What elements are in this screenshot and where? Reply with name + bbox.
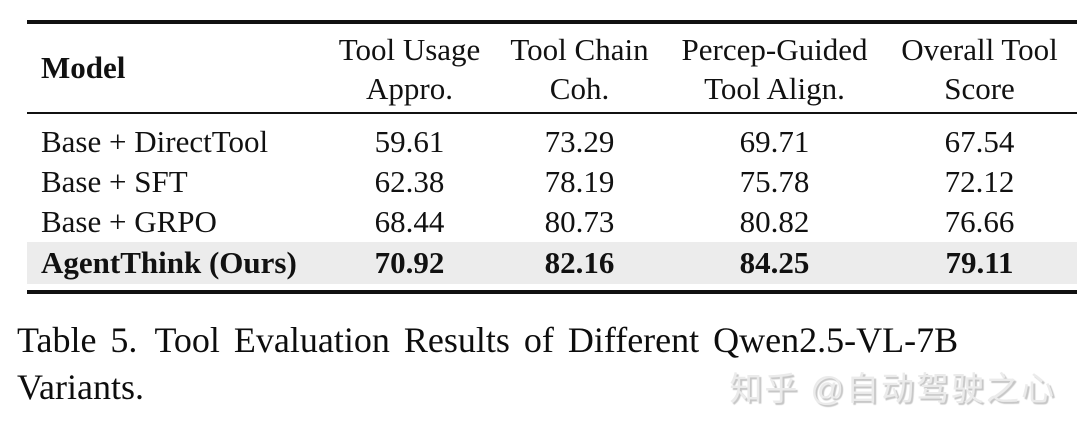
value-cell: 72.12 [944, 164, 1015, 199]
table-row-agentthink-ours: AgentThink (Ours) 70.92 82.16 84.25 79.1… [27, 242, 1077, 284]
header-line: Appro. [366, 71, 453, 106]
table-body: Base + DirectTool 59.61 73.29 69.71 67.5… [27, 114, 1077, 290]
header-cell-percep-guided-align: Percep-Guided Tool Align. [667, 24, 882, 112]
header-cell-overall-score: Overall Tool Score [882, 24, 1077, 112]
table-row-base-sft: Base + SFT 62.38 78.19 75.78 72.12 [27, 162, 1077, 202]
header-cell-tool-usage-appro: Tool Usage Appro. [327, 24, 492, 112]
table-caption: Table 5. Tool Evaluation Results of Diffe… [17, 317, 1079, 411]
value-cell: 69.71 [739, 124, 810, 159]
header-line: Tool Usage [338, 32, 481, 67]
header-line: Score [944, 71, 1015, 106]
header-line: Overall Tool [901, 32, 1058, 67]
header-line: Tool Chain [510, 32, 649, 67]
value-cell: 82.16 [544, 245, 615, 280]
value-cell: 67.54 [944, 124, 1015, 159]
header-line: Coh. [549, 71, 610, 106]
value-cell: 59.61 [374, 124, 445, 159]
value-cell: 78.19 [544, 164, 615, 199]
caption-text: Tool Evaluation Results of Different Qwe… [154, 320, 959, 360]
results-table: Model Tool Usage Appro. Tool Chain Coh. … [27, 20, 1077, 294]
header-line: Percep-Guided [681, 32, 868, 67]
model-cell: Base + DirectTool [41, 124, 269, 159]
header-model-label: Model [41, 50, 126, 85]
table-header-row: Model Tool Usage Appro. Tool Chain Coh. … [27, 24, 1077, 114]
table-row-base-grpo: Base + GRPO 68.44 80.73 80.82 76.66 [27, 202, 1077, 242]
value-cell: 75.78 [739, 164, 810, 199]
model-cell: Base + GRPO [41, 204, 217, 239]
caption-line-2: Variants. [17, 367, 144, 407]
value-cell: 84.25 [739, 245, 810, 280]
model-cell: AgentThink (Ours) [41, 245, 297, 280]
value-cell: 62.38 [374, 164, 445, 199]
header-cell-model: Model [27, 24, 327, 112]
value-cell: 80.82 [739, 204, 810, 239]
zhihu-watermark: 知乎 @自动驾驶之心 [729, 370, 1056, 407]
model-cell: Base + SFT [41, 164, 188, 199]
value-cell: 70.92 [374, 245, 445, 280]
value-cell: 80.73 [544, 204, 615, 239]
table-row-base-directtool: Base + DirectTool 59.61 73.29 69.71 67.5… [27, 122, 1077, 162]
header-cell-tool-chain-coh: Tool Chain Coh. [492, 24, 667, 112]
caption-line-1: Table 5. Tool Evaluation Results of Diffe… [17, 317, 1079, 364]
value-cell: 76.66 [944, 204, 1015, 239]
value-cell: 68.44 [374, 204, 445, 239]
caption-label: Table 5. [17, 320, 138, 360]
value-cell: 73.29 [544, 124, 615, 159]
header-line: Tool Align. [704, 71, 845, 106]
value-cell: 79.11 [945, 245, 1014, 280]
